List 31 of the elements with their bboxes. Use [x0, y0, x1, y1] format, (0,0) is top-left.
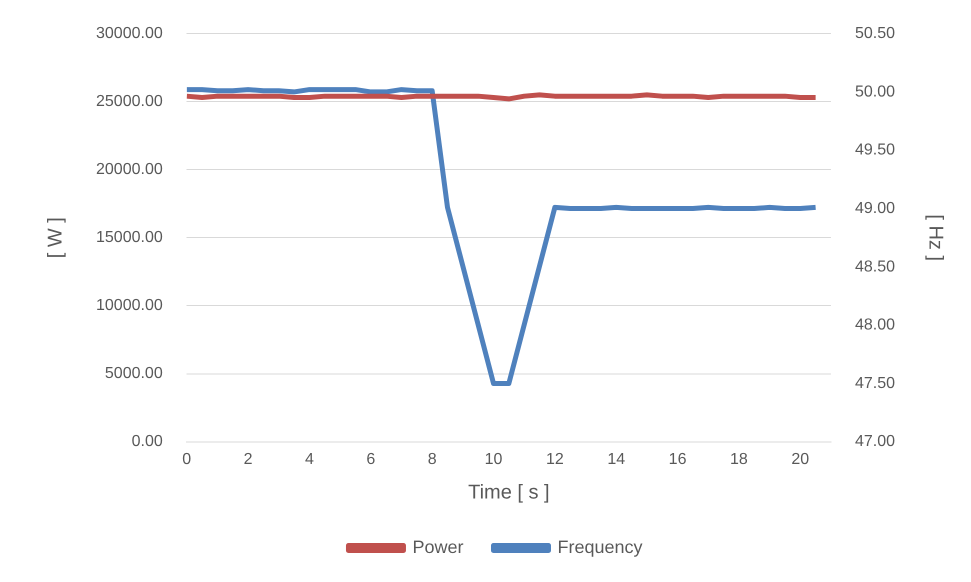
x-tick-label: 12 — [546, 450, 564, 468]
y-tick-label: 30000.00 — [96, 25, 163, 42]
y2-axis-title: [ Hz ] — [924, 214, 946, 262]
y2-tick-label: 49.00 — [854, 200, 896, 217]
y2-tick-label: 47.00 — [854, 433, 896, 450]
x-tick-label: 16 — [668, 450, 687, 468]
y2-tick-label: 47.50 — [854, 374, 896, 392]
y2-tick-label: 50.50 — [854, 25, 896, 42]
y2-tick-label: 50.00 — [854, 83, 896, 100]
x-tick-label: 14 — [607, 450, 626, 468]
x-tick-label: 6 — [366, 450, 376, 468]
x-tick-label: 4 — [304, 450, 314, 468]
x-tick-label: 0 — [182, 450, 192, 468]
y2-tick-label: 48.50 — [854, 258, 896, 276]
y2-tick-label: 48.00 — [854, 316, 896, 334]
legend-label: Frequency — [557, 536, 643, 557]
y2-tick-label: 49.50 — [854, 142, 896, 159]
y-tick-label: 15000.00 — [96, 229, 163, 246]
y-axis-title: [ W ] — [44, 217, 67, 258]
y-tick-label: 10000.00 — [96, 297, 163, 314]
x-tick-label: 2 — [244, 450, 253, 468]
x-tick-label: 8 — [428, 450, 437, 468]
y-tick-label: 0.00 — [132, 433, 163, 450]
x-tick-label: 20 — [791, 450, 810, 468]
y-tick-label: 5000.00 — [104, 365, 163, 382]
legend-label: Power — [412, 536, 464, 557]
y-tick-label: 25000.00 — [96, 93, 163, 110]
x-tick-label: 10 — [484, 450, 503, 468]
y-tick-label: 20000.00 — [96, 161, 163, 178]
x-tick-label: 18 — [730, 450, 748, 468]
x-axis-title: Time [ s ] — [468, 482, 550, 504]
